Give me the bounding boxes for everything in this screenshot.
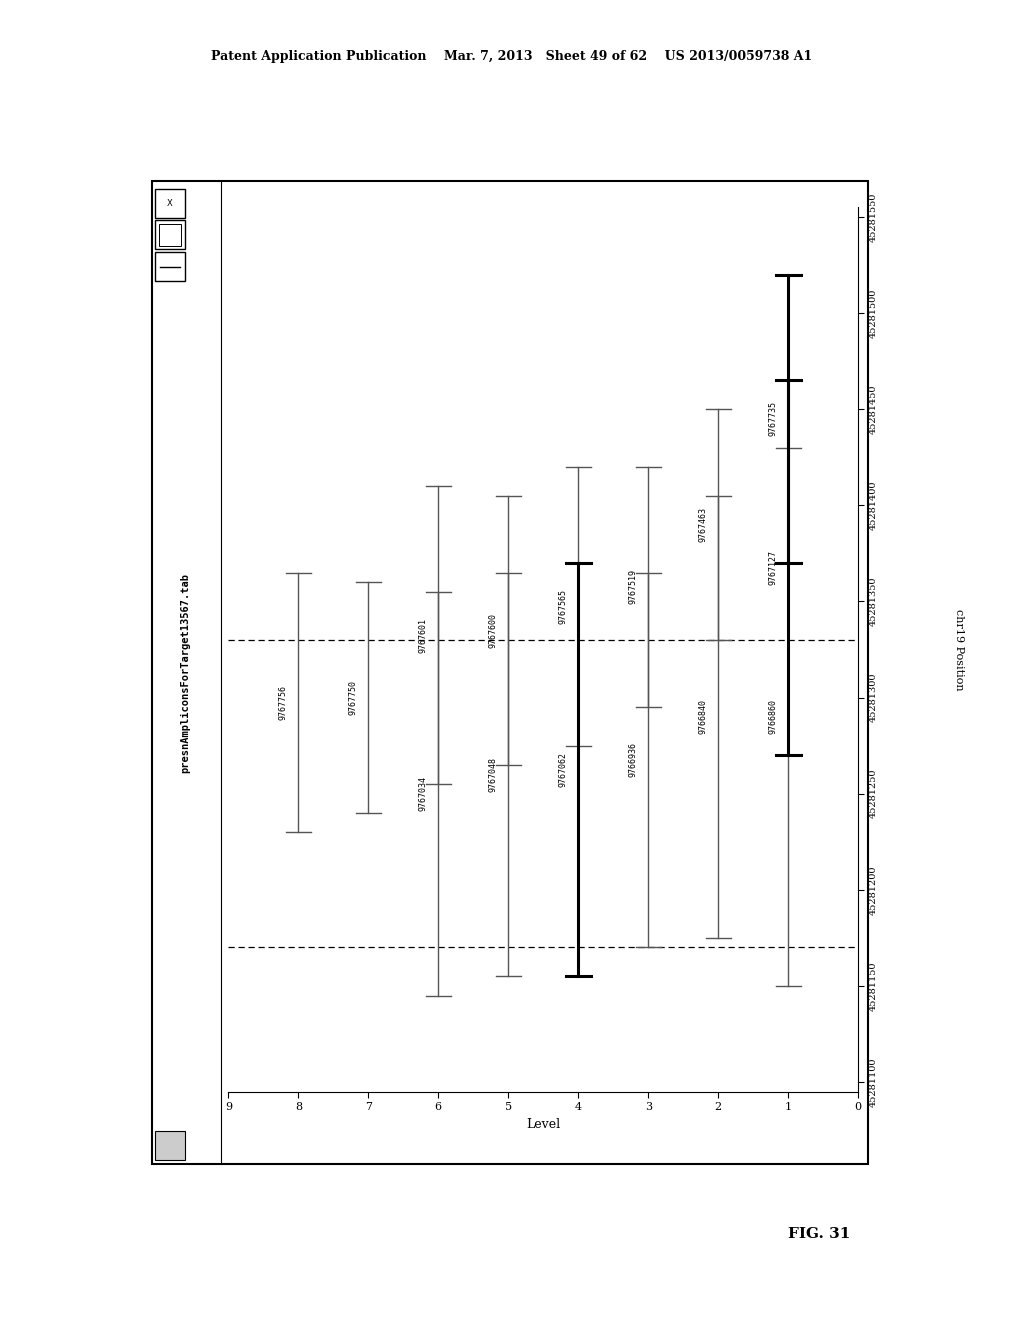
Bar <box>155 220 185 249</box>
Text: 9767565: 9767565 <box>558 589 567 623</box>
Text: 9767750: 9767750 <box>348 680 357 715</box>
Bar <box>159 224 181 246</box>
Text: 9767048: 9767048 <box>488 756 498 792</box>
Text: 9766840: 9766840 <box>698 700 708 734</box>
Text: 9767601: 9767601 <box>419 618 427 652</box>
Text: X: X <box>167 199 173 207</box>
Text: 9767062: 9767062 <box>558 752 567 787</box>
Text: 9767735: 9767735 <box>768 401 777 436</box>
Text: 9767756: 9767756 <box>279 685 288 719</box>
Bar <box>155 189 185 218</box>
X-axis label: Level: Level <box>526 1118 560 1131</box>
Text: 9767034: 9767034 <box>419 776 427 810</box>
Text: Patent Application Publication    Mar. 7, 2013   Sheet 49 of 62    US 2013/00597: Patent Application Publication Mar. 7, 2… <box>211 50 813 63</box>
Y-axis label: chr19 Position: chr19 Position <box>954 609 964 690</box>
Text: 9767463: 9767463 <box>698 507 708 543</box>
Text: FIG. 31: FIG. 31 <box>788 1228 850 1241</box>
Bar <box>152 181 868 1164</box>
Text: 9767600: 9767600 <box>488 612 498 648</box>
Text: 9767127: 9767127 <box>768 550 777 585</box>
Text: presnAmpliconsForTarget13567.tab: presnAmpliconsForTarget13567.tab <box>180 573 190 772</box>
Text: 9767519: 9767519 <box>629 569 637 605</box>
Bar <box>155 1131 185 1160</box>
Text: 9766936: 9766936 <box>629 742 637 777</box>
Text: 9766860: 9766860 <box>768 700 777 734</box>
Bar <box>155 252 185 281</box>
